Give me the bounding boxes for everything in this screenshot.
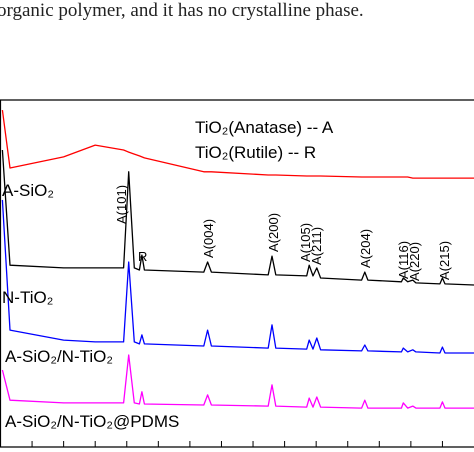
series-label: A-SiO₂/N-TiO₂ bbox=[5, 347, 113, 366]
spectrum-line bbox=[1, 199, 474, 354]
caption: organic polymer, and it has no crystalli… bbox=[0, 0, 364, 21]
peak-annotation: A(215) bbox=[437, 241, 452, 280]
plot-frame bbox=[0, 99, 474, 448]
peak-annotation: A(200) bbox=[266, 213, 281, 252]
peak-annotation: A(220) bbox=[407, 242, 422, 281]
spectrum-line bbox=[1, 354, 474, 409]
peak-annotation: R bbox=[138, 249, 147, 264]
peak-annotation: A(204) bbox=[358, 229, 373, 268]
peak-annotation: A(211) bbox=[309, 227, 324, 265]
series-label: A-SiO₂ bbox=[2, 181, 54, 200]
peak-annotation: A(004) bbox=[201, 219, 216, 258]
peak-annotation: TiO₂(Anatase) -- A bbox=[195, 118, 334, 137]
series-label: A-SiO₂/N-TiO₂@PDMS bbox=[5, 412, 179, 431]
peak-annotation: TiO₂(Rutile) -- R bbox=[195, 143, 316, 162]
spectrum-line bbox=[1, 149, 474, 286]
peak-annotation: A(101) bbox=[114, 185, 129, 224]
spectrum-line bbox=[1, 110, 474, 179]
plot: A-SiO₂ N-TiO₂ A-SiO₂/N-TiO₂ A-SiO₂/N-TiO₂@P… bbox=[0, 99, 474, 448]
peak-annotation: A(116) bbox=[396, 241, 411, 279]
series-label: N-TiO₂ bbox=[2, 288, 53, 307]
peak-annotation: A(105) bbox=[298, 223, 313, 262]
